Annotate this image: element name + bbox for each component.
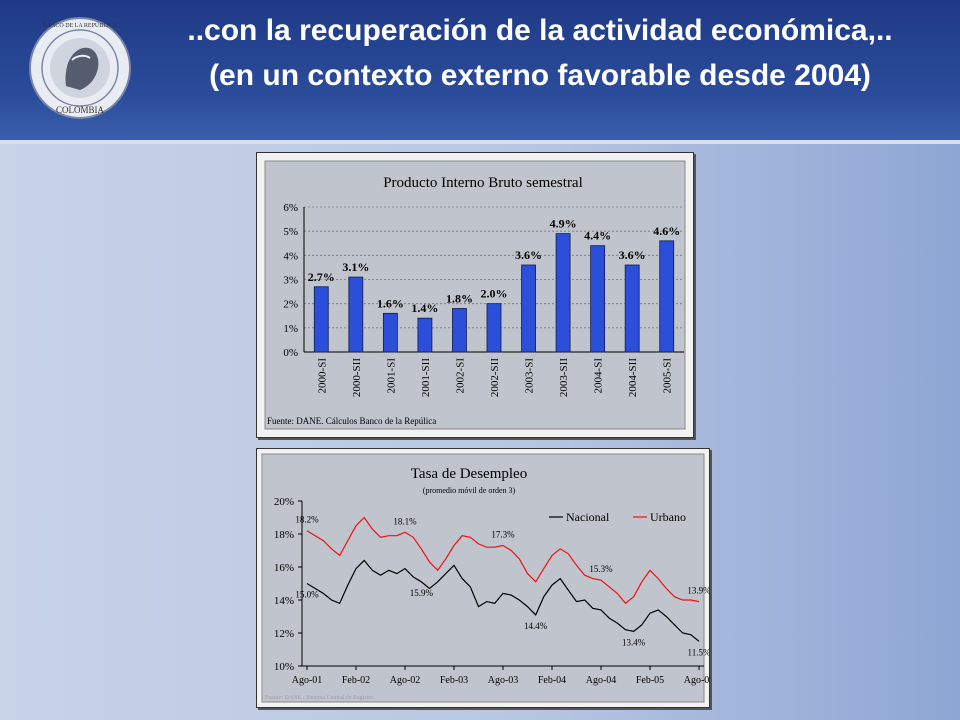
gdp-data-label: 1.6% — [377, 296, 404, 310]
gdp-ytick-label: 2% — [283, 299, 298, 311]
gdp-bar — [624, 264, 640, 353]
un-xtick-label: Feb-02 — [342, 675, 370, 686]
gdp-ytick-label: 5% — [283, 226, 298, 238]
slide-title: ..con la recuperación de la actividad ec… — [187, 14, 893, 92]
gdp-bar — [555, 233, 571, 353]
gdp-xtick-label: 2005-SI — [662, 358, 674, 394]
gdp-xtick-label: 2001-SII — [420, 358, 432, 397]
un-xtick-label: Ago-02 — [390, 675, 421, 686]
gdp-chart: Producto Interno Bruto semestral 0% 1% 2% 3… — [264, 160, 686, 430]
gdp-xtick-label: 2001-SI — [385, 358, 397, 394]
gdp-xtick-label: 2002-SII — [489, 358, 501, 397]
logo-bottom-text: COLOMBIA — [56, 105, 105, 115]
un-legend-label: Urbano — [650, 510, 686, 524]
gdp-bar — [486, 303, 502, 353]
un-data-label: 15.0% — [295, 590, 319, 600]
gdp-xtick-label: 2000-SII — [351, 358, 363, 397]
gdp-ytick-label: 4% — [283, 250, 298, 262]
gdp-ytick-label: 6% — [283, 202, 298, 214]
un-data-label: 13.9% — [687, 586, 709, 596]
slide-header — [0, 0, 960, 140]
logo-ring-text: BANCO DE LA REPÚBLICA — [43, 21, 118, 29]
gdp-chart-title: Producto Interno Bruto semestral — [383, 175, 583, 191]
unemployment-chart-panel: Tasa de Desempleo (promedio móvil de ord… — [256, 448, 714, 708]
gdp-bar — [348, 276, 364, 353]
gdp-ytick-label: 1% — [283, 323, 298, 335]
unemployment-chart-title: Tasa de Desempleo — [411, 466, 527, 482]
gdp-xtick-label: 2000-SI — [316, 358, 328, 394]
un-xtick-label: Feb-03 — [440, 675, 468, 686]
un-ytick-label: 18% — [274, 529, 294, 541]
un-legend-label: Nacional — [566, 510, 610, 524]
un-data-label: 18.2% — [295, 515, 319, 525]
un-xtick-label: Feb-04 — [538, 675, 566, 686]
un-ytick-label: 10% — [274, 661, 294, 673]
gdp-data-label: 4.4% — [584, 229, 611, 243]
un-data-label: 14.4% — [524, 621, 548, 631]
gdp-data-label: 3.6% — [619, 248, 646, 262]
gdp-data-label: 3.1% — [342, 260, 369, 274]
gdp-data-label: 3.6% — [515, 248, 542, 262]
unemployment-source-note: Fuente: DANE - Sistema Central de Regist… — [265, 695, 373, 701]
un-data-label: 11.5% — [688, 647, 709, 657]
unemployment-chart-subtitle: (promedio móvil de orden 3) — [423, 486, 516, 495]
un-data-label: 18.1% — [393, 516, 417, 526]
gdp-xtick-label: 2004-SI — [593, 358, 605, 394]
header-divider — [0, 140, 960, 144]
un-data-label: 15.9% — [410, 588, 434, 598]
un-data-label: 13.4% — [622, 637, 646, 647]
un-series-line-urbano — [306, 516, 700, 605]
gdp-data-label: 1.4% — [411, 301, 438, 315]
gdp-xtick-label: 2003-SI — [524, 358, 536, 394]
un-xtick-label: Ago-05 — [684, 675, 709, 686]
gdp-bar — [521, 264, 536, 353]
gdp-chart-panel: Producto Interno Bruto semestral 0% 1% 2% 3… — [256, 152, 694, 438]
gdp-xtick-label: 2002-SI — [454, 358, 466, 394]
un-ytick-label: 20% — [274, 496, 294, 508]
un-xtick-label: Ago-01 — [292, 675, 323, 686]
gdp-data-label: 4.9% — [550, 217, 577, 231]
gdp-data-label: 4.6% — [653, 224, 680, 238]
gdp-bar — [382, 312, 398, 353]
gdp-xtick-label: 2004-SII — [627, 358, 639, 397]
un-data-label: 17.3% — [491, 530, 515, 540]
un-xtick-label: Feb-05 — [636, 675, 664, 686]
gdp-bar — [417, 317, 433, 353]
gdp-xtick-label: 2003-SII — [558, 358, 570, 397]
gdp-ytick-label: 0% — [283, 347, 298, 359]
gdp-data-label: 2.0% — [481, 287, 508, 301]
gdp-data-label: 2.7% — [308, 270, 335, 284]
un-ytick-label: 16% — [274, 562, 294, 574]
bank-logo: COLOMBIA BANCO DE LA REPÚBLICA — [29, 17, 131, 119]
unemployment-chart: Tasa de Desempleo (promedio móvil de ord… — [261, 453, 714, 703]
gdp-ytick-label: 3% — [283, 275, 298, 287]
gdp-data-label: 1.8% — [446, 292, 473, 306]
un-ytick-label: 12% — [274, 628, 294, 640]
gdp-bar — [590, 245, 606, 353]
gdp-source-note: Fuente: DANE. Cálculos Banco de la Repúl… — [267, 416, 436, 426]
gdp-bar — [659, 240, 675, 353]
gdp-bar — [313, 286, 329, 353]
un-series-line-nacional — [306, 559, 700, 642]
un-xtick-label: Ago-04 — [586, 675, 617, 686]
un-ytick-label: 14% — [274, 595, 294, 607]
un-xtick-label: Ago-03 — [488, 675, 519, 686]
gdp-bar — [452, 308, 467, 353]
un-data-label: 15.3% — [589, 564, 613, 574]
